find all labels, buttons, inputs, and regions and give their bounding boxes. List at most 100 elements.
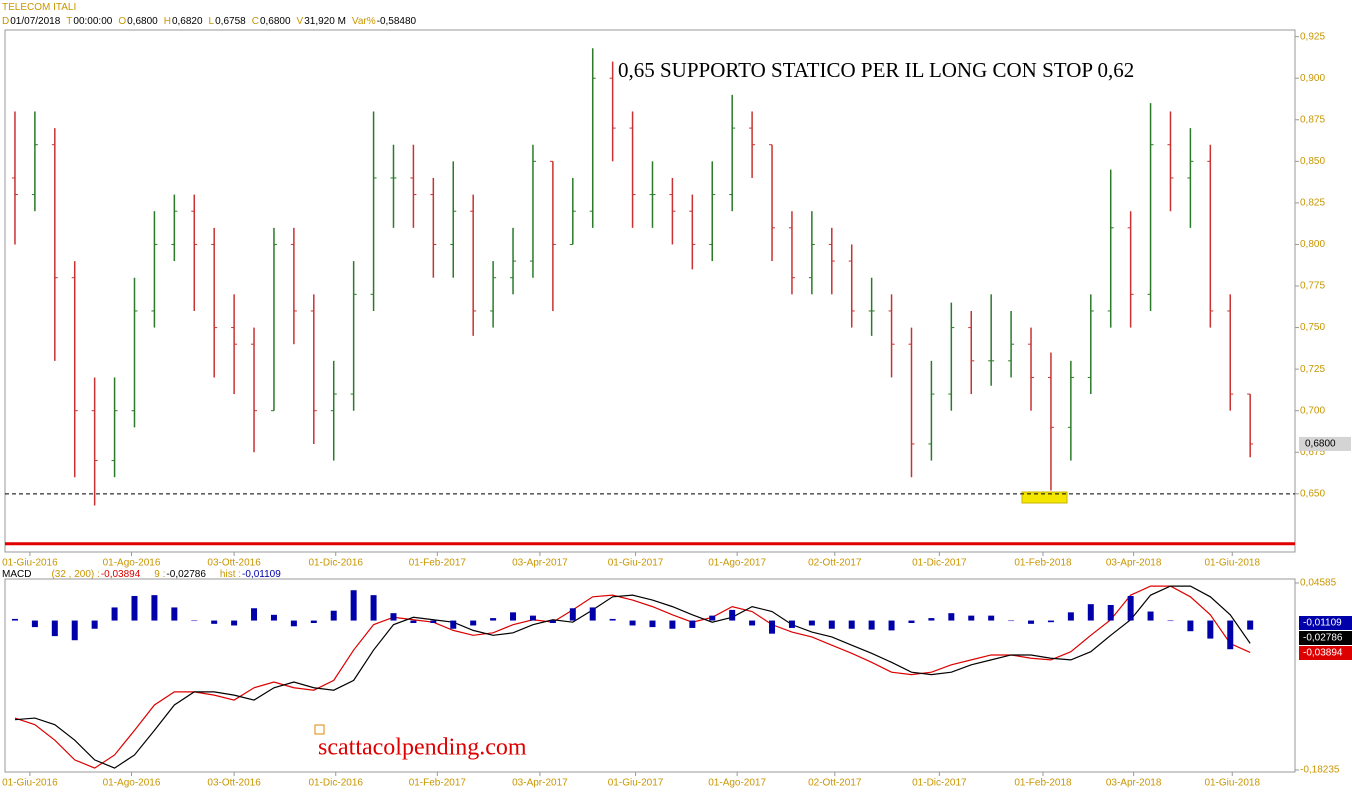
readout-label: -0,02786	[1303, 633, 1343, 644]
hist-bar	[231, 620, 238, 626]
hist-bar	[729, 609, 736, 621]
hist-bar	[370, 595, 377, 621]
price-info: D01/07/2018 T00:00:00 O0,6800 H0,6820 L0,675…	[2, 16, 416, 27]
info-key: H	[163, 16, 171, 27]
x-tick-label: 03-Apr-2017	[512, 558, 568, 569]
info-value: 00:00:00	[73, 16, 113, 27]
hist-bar	[11, 618, 18, 621]
hist-bar	[1028, 620, 1035, 624]
series-value: -0,03894	[100, 569, 141, 580]
hist-bar	[350, 590, 357, 621]
y-tick-label: 0,650	[1300, 488, 1325, 499]
hist-bar	[629, 620, 636, 626]
series-name: hist :	[219, 569, 242, 580]
x-tick-label: 01-Giu-2016	[2, 778, 58, 789]
last-price-tag	[1299, 436, 1351, 451]
x-tick-label: 01-Dic-2016	[308, 778, 363, 789]
info-value: -0,58480	[376, 16, 417, 27]
macd-title: MACD	[2, 569, 32, 580]
hist-bar	[390, 613, 397, 621]
readout-label: -0,01109	[1303, 618, 1342, 629]
hist-bar	[1247, 620, 1254, 630]
hist-bar	[1008, 620, 1015, 622]
hist-bar	[1067, 612, 1074, 621]
x-tick-label: 01-Feb-2017	[409, 558, 467, 569]
hist-bar	[450, 620, 457, 629]
x-tick-label: 03-Ott-2016	[207, 558, 261, 569]
info-key: O	[118, 16, 127, 27]
hist-bar	[470, 620, 477, 626]
macd-line	[14, 585, 1251, 769]
hist-bar	[330, 610, 337, 621]
watermark: scattacolpending.com	[318, 735, 527, 761]
info-key: C	[251, 16, 259, 27]
hist-bar	[211, 620, 218, 624]
x-tick-label: 01-Ago-2016	[103, 558, 161, 569]
x-tick-label: 01-Giu-2017	[608, 778, 664, 789]
y-tick-label: 0,825	[1300, 198, 1325, 209]
y-tick-label: 0,775	[1300, 281, 1325, 292]
hist-bar	[131, 595, 138, 621]
hist-bar	[968, 615, 975, 621]
y-tick-label: -0,18235	[1300, 765, 1340, 776]
hist-bar	[1047, 620, 1054, 623]
x-tick-label: 01-Ago-2016	[103, 778, 161, 789]
hist-bar	[769, 620, 776, 634]
info-value: 0,6820	[171, 16, 203, 27]
x-tick-label: 01-Ago-2017	[708, 558, 766, 569]
hist-bar	[948, 613, 955, 621]
hist-bar	[1227, 620, 1234, 650]
readout-box	[1299, 616, 1352, 630]
hist-bar	[490, 618, 497, 621]
series-value: -0,02786	[166, 569, 206, 580]
hist-bar	[151, 595, 158, 621]
support-highlight	[1021, 491, 1068, 504]
hist-bar	[1107, 604, 1114, 621]
hist-bar	[51, 620, 58, 637]
x-tick-label: 01-Giu-2018	[1204, 558, 1260, 569]
hist-bar	[848, 620, 855, 629]
info-value: 0,6800	[127, 16, 158, 27]
y-tick-label: 0,875	[1300, 114, 1325, 125]
hist-bar	[290, 620, 297, 627]
hist-bar	[609, 618, 616, 621]
hist-bar	[1147, 611, 1154, 621]
hist-bar	[310, 620, 317, 624]
hist-bar	[749, 620, 756, 626]
series-name: (32 , 200) :	[51, 569, 100, 580]
hist-bar	[270, 614, 277, 621]
x-tick-label: 01-Giu-2018	[1204, 778, 1260, 789]
y-tick-label: 0,925	[1300, 31, 1325, 42]
hist-bar	[928, 618, 935, 621]
hist-bar	[410, 620, 417, 624]
x-tick-label: 01-Feb-2018	[1014, 778, 1072, 789]
hist-bar	[1207, 620, 1214, 639]
hist-bar	[669, 620, 676, 629]
hist-bar	[988, 615, 995, 621]
hist-bar	[649, 620, 656, 628]
hist-bar	[251, 608, 258, 621]
x-tick-label: 03-Apr-2018	[1106, 778, 1162, 789]
info-key: D	[2, 16, 10, 27]
x-tick-label: 03-Ott-2016	[207, 778, 261, 789]
readout-box	[1299, 631, 1352, 645]
hist-bar	[569, 608, 576, 621]
x-tick-label: 01-Ago-2017	[708, 778, 766, 789]
x-tick-label: 02-Ott-2017	[808, 558, 862, 569]
hist-bar	[529, 615, 536, 621]
hist-bar	[1127, 595, 1134, 621]
hist-bar	[689, 620, 696, 628]
x-tick-label: 02-Ott-2017	[808, 778, 862, 789]
info-key: Var%	[351, 16, 376, 27]
hist-bar	[888, 620, 895, 631]
info-value: 31,920 M	[304, 16, 346, 27]
x-tick-label: 01-Feb-2017	[409, 778, 467, 789]
x-tick-label: 03-Apr-2017	[512, 778, 568, 789]
hist-bar	[191, 620, 198, 622]
y-tick-label: 0,675	[1300, 447, 1325, 458]
hist-bar	[430, 620, 437, 624]
marker-square	[314, 724, 325, 735]
hist-bar	[788, 620, 795, 628]
